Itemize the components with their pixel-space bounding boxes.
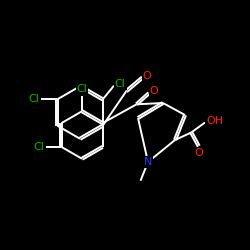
Text: Cl: Cl [76,84,88,94]
Text: O: O [150,86,158,96]
Text: Cl: Cl [115,80,126,90]
Text: O: O [194,148,203,158]
Text: N: N [144,157,152,167]
Text: Cl: Cl [33,142,44,152]
Text: OH: OH [206,116,223,126]
Text: Cl: Cl [28,94,40,104]
Text: O: O [142,71,152,81]
